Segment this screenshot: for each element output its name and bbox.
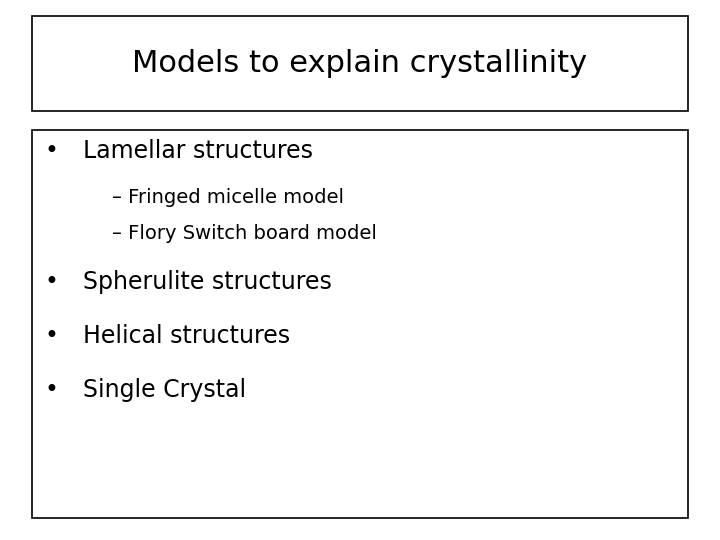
Text: Spherulite structures: Spherulite structures bbox=[83, 270, 332, 294]
FancyBboxPatch shape bbox=[32, 16, 688, 111]
Text: •: • bbox=[45, 324, 59, 348]
Text: – Fringed micelle model: – Fringed micelle model bbox=[112, 187, 343, 207]
Text: •: • bbox=[45, 378, 59, 402]
Text: – Flory Switch board model: – Flory Switch board model bbox=[112, 224, 377, 244]
Text: Single Crystal: Single Crystal bbox=[83, 378, 246, 402]
Text: •: • bbox=[45, 270, 59, 294]
Text: Helical structures: Helical structures bbox=[83, 324, 290, 348]
FancyBboxPatch shape bbox=[32, 130, 688, 518]
Text: •: • bbox=[45, 139, 59, 163]
Text: Lamellar structures: Lamellar structures bbox=[83, 139, 312, 163]
Text: Models to explain crystallinity: Models to explain crystallinity bbox=[132, 49, 588, 78]
